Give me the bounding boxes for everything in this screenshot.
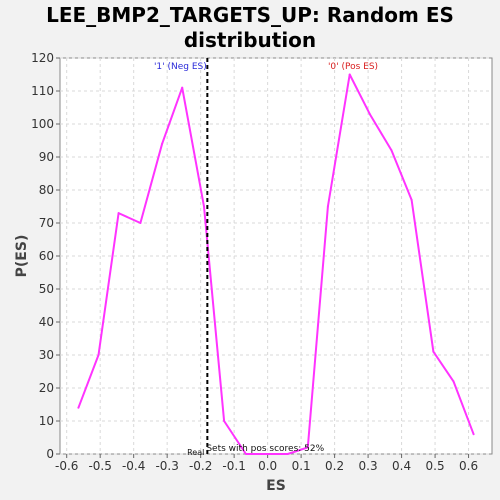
- chart-title-line-2: distribution: [184, 28, 316, 52]
- data-point: [432, 350, 435, 353]
- y-tick-label: 100: [31, 117, 54, 131]
- axis-ticks: 0 10 20 30 40 50 60 70 80 90 100 110 120 -0.6 -0.5 -0.4…: [31, 51, 478, 473]
- x-axis-label: ES: [266, 478, 286, 494]
- x-tick-label: 0.3: [359, 459, 378, 473]
- y-tick-label: 0: [46, 447, 54, 461]
- y-tick-label: 120: [31, 51, 54, 65]
- y-tick-label: 20: [39, 381, 54, 395]
- x-tick-label: 0.0: [258, 459, 277, 473]
- data-point: [117, 212, 120, 215]
- neg-es-label: '1' (Neg ES): [154, 62, 207, 72]
- data-point: [306, 446, 309, 449]
- data-point: [181, 86, 184, 89]
- y-tick-label: 10: [39, 414, 54, 428]
- data-point: [390, 149, 393, 152]
- y-tick-label: 70: [39, 216, 54, 230]
- data-point: [286, 453, 289, 455]
- data-point: [266, 453, 269, 455]
- y-axis-label: P(ES): [14, 235, 30, 278]
- x-tick-label: -0.6: [55, 459, 78, 473]
- x-tick-label: 0.5: [426, 459, 445, 473]
- data-point: [326, 205, 329, 208]
- x-tick-label: -0.4: [122, 459, 145, 473]
- x-tick-label: 0.2: [325, 459, 344, 473]
- y-tick-label: 110: [31, 84, 54, 98]
- y-tick-label: 50: [39, 282, 54, 296]
- data-point: [77, 406, 80, 409]
- y-tick-label: 60: [39, 249, 54, 263]
- chart-title-line-1: LEE_BMP2_TARGETS_UP: Random ES: [46, 3, 454, 27]
- pos-es-label: '0' (Pos ES): [328, 62, 378, 72]
- data-point: [223, 420, 226, 422]
- data-point: [139, 222, 142, 224]
- series-layer: [77, 73, 475, 455]
- y-tick-label: 30: [39, 348, 54, 362]
- x-tick-label: -0.5: [88, 459, 111, 473]
- pos-scores-label: Sets with pos scores: 52%: [206, 444, 324, 454]
- y-tick-label: 90: [39, 150, 54, 164]
- data-point: [244, 453, 247, 455]
- real-es-label: Real: [187, 448, 204, 457]
- y-tick-label: 40: [39, 315, 54, 329]
- x-tick-label: -0.2: [189, 459, 212, 473]
- x-tick-label: 0.1: [292, 459, 311, 473]
- y-tick-label: 80: [39, 183, 54, 197]
- data-point: [368, 113, 371, 116]
- series-line: [77, 73, 475, 455]
- data-point: [452, 380, 455, 383]
- x-tick-label: -0.1: [222, 459, 245, 473]
- x-tick-label: 0.4: [392, 459, 411, 473]
- data-point: [410, 198, 413, 201]
- data-point: [97, 354, 100, 356]
- data-point: [472, 433, 475, 436]
- x-tick-label: -0.3: [155, 459, 178, 473]
- data-point: [161, 142, 164, 145]
- x-tick-label: 0.6: [459, 459, 478, 473]
- data-point: [348, 73, 351, 76]
- data-point: [203, 205, 205, 208]
